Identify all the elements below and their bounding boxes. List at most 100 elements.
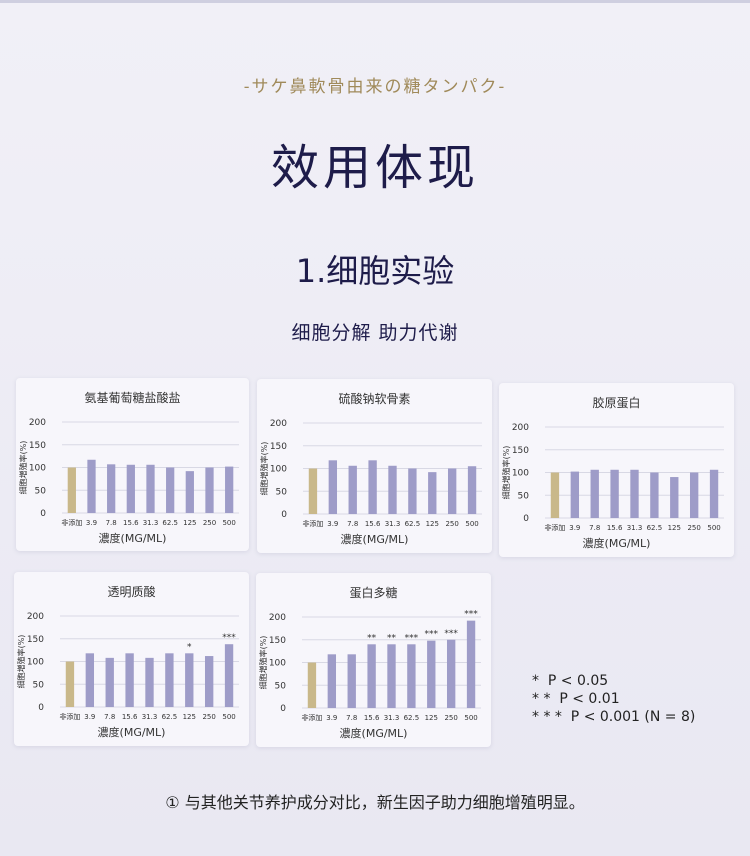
y-tick-label: 0 <box>281 510 287 520</box>
x-tick-label: 500 <box>465 520 478 528</box>
x-axis-label: 濃度(MG/ML) <box>99 531 167 545</box>
bar <box>368 460 377 514</box>
y-tick-label: 200 <box>27 612 44 622</box>
significance-mark: *** <box>464 610 478 620</box>
x-tick-label: 31.3 <box>384 714 400 722</box>
y-tick-label: 100 <box>270 465 287 475</box>
x-axis-label: 濃度(MG/ML) <box>583 536 651 550</box>
bar-chart-3: 胶原蛋白 0 50 100 150 200 細胞増殖率(%) 非添加 3.9 7.8 15.6 31.… <box>501 395 724 550</box>
y-tick-label: 100 <box>29 464 46 474</box>
x-tick-label: 15.6 <box>122 713 138 721</box>
brand-tagline: -サケ鼻軟骨由来の糖タンパク- <box>243 77 507 97</box>
x-tick-label: 62.5 <box>404 714 420 722</box>
x-tick-label: 7.8 <box>106 519 117 527</box>
bar <box>466 620 476 708</box>
legend-p001: * * P < 0.01 <box>532 691 620 707</box>
x-tick-label: 非添加 <box>302 519 323 528</box>
significance-legend: * P < 0.05 * * P < 0.01 * * * P < 0.001 … <box>532 672 695 726</box>
bar <box>185 653 194 707</box>
bar <box>550 472 560 518</box>
x-tick-label: 15.6 <box>364 714 380 722</box>
chart-title: 硫酸钠软骨素 <box>338 391 410 406</box>
bar <box>387 644 396 708</box>
x-tick-label: 125 <box>425 714 438 722</box>
y-tick-label: 150 <box>269 636 286 646</box>
y-axis-label: 細胞増殖率(%) <box>259 442 269 496</box>
x-tick-label: 250 <box>203 519 216 527</box>
bar <box>446 639 456 708</box>
bar-chart-5: 蛋白多糖 0 50 100 150 200 細胞増殖率(%) 非添加 3.9 7.8 15.6 ** 3… <box>258 585 481 740</box>
y-tick-label: 100 <box>27 658 44 668</box>
chart-title: 氨基葡萄糖盐酸盐 <box>84 390 180 405</box>
y-tick-label: 0 <box>38 703 44 713</box>
bar <box>367 644 376 708</box>
significance-mark: ** <box>367 633 377 643</box>
bar <box>348 465 357 514</box>
y-tick-label: 0 <box>280 704 286 714</box>
bar <box>125 653 134 707</box>
x-tick-label: 62.5 <box>647 524 663 532</box>
bar <box>307 662 317 708</box>
y-tick-label: 100 <box>269 659 286 669</box>
y-tick-label: 200 <box>269 613 286 623</box>
y-tick-label: 200 <box>29 418 46 428</box>
y-tick-label: 50 <box>35 486 47 496</box>
x-tick-label: 7.8 <box>347 520 358 528</box>
bar <box>204 656 214 707</box>
bar <box>650 472 659 518</box>
bar <box>67 467 76 513</box>
bar <box>224 644 234 707</box>
bar <box>126 464 135 513</box>
y-tick-label: 50 <box>33 680 45 690</box>
x-tick-label: 250 <box>444 714 457 722</box>
significance-mark: *** <box>425 630 439 640</box>
bar <box>388 465 397 514</box>
y-tick-label: 150 <box>27 635 44 645</box>
y-tick-label: 200 <box>270 419 287 429</box>
top-divider <box>0 0 750 3</box>
bar <box>87 459 96 513</box>
x-axis-label: 濃度(MG/ML) <box>340 726 408 740</box>
bar-chart-4: 透明质酸 0 50 100 150 200 細胞増殖率(%) 非添加 3.9 7.8 15.6 31.… <box>16 584 239 739</box>
legend-p0001: * * * P < 0.001 (N = 8) <box>532 709 696 725</box>
x-tick-label: 31.3 <box>385 520 401 528</box>
bar <box>107 464 116 513</box>
x-tick-label: 250 <box>202 713 215 721</box>
bar <box>146 464 155 513</box>
page-title: 效用体现 <box>270 140 479 196</box>
x-tick-label: 62.5 <box>405 520 421 528</box>
bar <box>407 644 416 708</box>
y-tick-label: 100 <box>512 469 529 479</box>
x-tick-label: 3.9 <box>327 520 338 528</box>
x-tick-label: 非添加 <box>301 713 322 722</box>
footnote: ① 与其他关节养护成分对比，新生因子助力细胞增殖明显。 <box>165 793 585 812</box>
x-tick-label: 500 <box>222 519 235 527</box>
bar <box>328 460 338 514</box>
x-tick-label: 125 <box>426 520 439 528</box>
x-tick-label: 非添加 <box>59 712 80 721</box>
x-tick-label: 500 <box>222 713 235 721</box>
x-tick-label: 7.8 <box>104 713 115 721</box>
significance-mark: *** <box>444 629 458 639</box>
bar <box>347 654 356 708</box>
x-tick-label: 62.5 <box>162 713 178 721</box>
x-tick-label: 非添加 <box>544 523 565 532</box>
y-tick-label: 0 <box>40 509 46 519</box>
chart-panel-3: 胶原蛋白 0 50 100 150 200 細胞増殖率(%) 非添加 3.9 7.8 15.6 31.… <box>499 383 734 557</box>
x-tick-label: 3.9 <box>84 713 95 721</box>
bar <box>308 468 318 514</box>
bar <box>630 469 639 518</box>
x-axis-label: 濃度(MG/ML) <box>98 725 166 739</box>
bar <box>590 469 599 518</box>
bar <box>610 469 619 518</box>
x-tick-label: 15.6 <box>123 519 139 527</box>
bar <box>85 653 95 707</box>
significance-mark: ** <box>387 633 397 643</box>
y-axis-label: 細胞増殖率(%) <box>258 636 268 690</box>
bar <box>185 471 194 513</box>
bar <box>327 654 337 708</box>
y-tick-label: 200 <box>512 423 529 433</box>
x-tick-label: 7.8 <box>589 524 600 532</box>
chart-title: 透明质酸 <box>107 584 155 599</box>
chart-panel-5: 蛋白多糖 0 50 100 150 200 細胞増殖率(%) 非添加 3.9 7.8 15.6 ** 3… <box>256 573 491 747</box>
